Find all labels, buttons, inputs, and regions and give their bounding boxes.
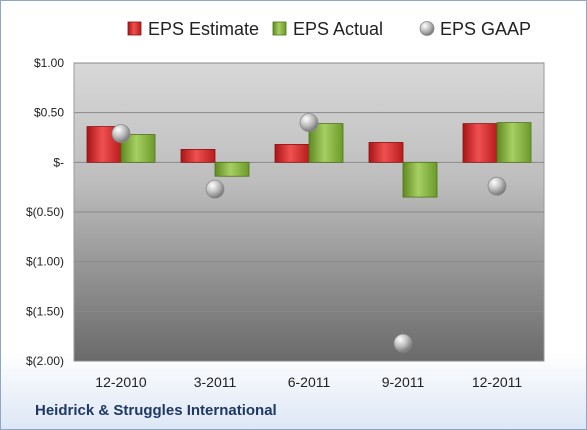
y-tick-label: $(1.00) <box>26 255 64 269</box>
legend-label: EPS Actual <box>293 19 383 39</box>
x-tick-label: 12-2011 <box>472 374 523 390</box>
company-name: Heidrick & Struggles International <box>35 402 277 419</box>
bar-eps-estimate <box>368 142 404 163</box>
legend-swatch-estimate <box>127 21 142 36</box>
x-tick-label: 3-2011 <box>194 374 237 390</box>
y-tick-label: $- <box>53 155 64 169</box>
y-tick-label: $(1.50) <box>26 304 64 318</box>
x-tick-label: 9-2011 <box>382 374 425 390</box>
point-eps-gaap <box>111 124 131 143</box>
bar-eps-estimate <box>180 149 216 163</box>
y-axis-labels: $1.00 $0.50 $- $(0.50) $(1.00) $(1.50) $(2.00) <box>26 56 64 368</box>
point-eps-gaap <box>393 333 413 353</box>
y-tick-label: $(2.00) <box>26 354 64 368</box>
point-eps-gaap <box>205 179 225 199</box>
grid-lines <box>74 62 544 362</box>
bar-eps-actual <box>214 161 250 177</box>
x-axis-labels: 12-2010 3-2011 6-2011 9-2011 12-2011 <box>95 374 522 390</box>
y-tick-label: $(0.50) <box>26 205 64 219</box>
bar-eps-actual <box>496 122 532 163</box>
legend-swatch-gaap <box>419 21 435 36</box>
x-tick-label: 6-2011 <box>288 374 331 390</box>
x-tick-label: 12-2010 <box>95 374 147 390</box>
legend-label: EPS Estimate <box>148 19 259 39</box>
gaap-points <box>111 113 507 353</box>
legend-swatch-actual <box>272 21 287 36</box>
legend: EPS Estimate EPS Actual EPS GAAP <box>127 19 531 39</box>
bar-eps-actual <box>402 161 438 198</box>
bar-eps-estimate <box>462 123 498 163</box>
point-eps-gaap <box>487 176 507 196</box>
bar-eps-estimate <box>274 144 310 163</box>
y-tick-label: $1.00 <box>34 56 64 70</box>
point-eps-gaap <box>299 113 319 132</box>
y-tick-label: $0.50 <box>34 106 64 120</box>
legend-label: EPS GAAP <box>440 19 531 39</box>
